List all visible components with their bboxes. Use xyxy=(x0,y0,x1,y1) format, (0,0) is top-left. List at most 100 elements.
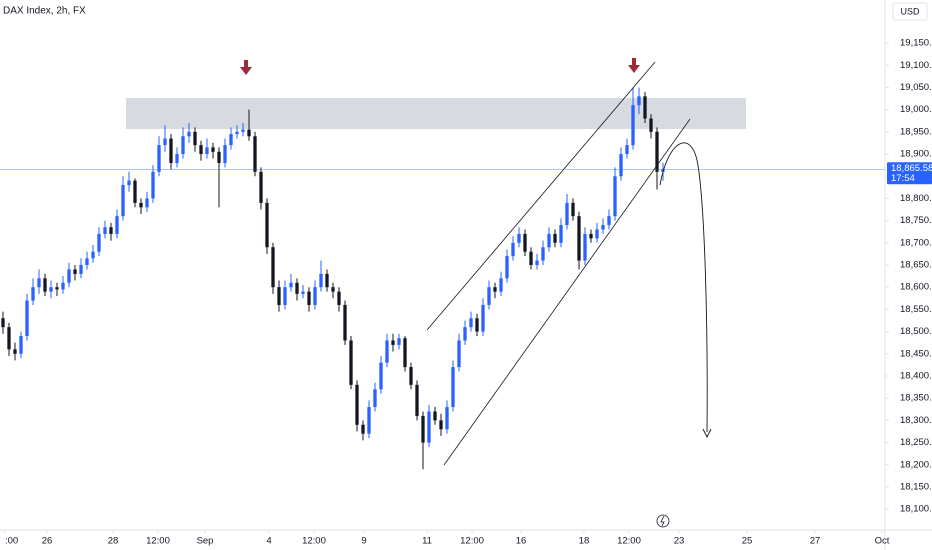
y-tick-label: 18,750.00 xyxy=(900,215,932,226)
candle-body xyxy=(37,278,41,288)
candle-body xyxy=(289,282,293,288)
currency-box[interactable] xyxy=(892,2,928,21)
candle-body xyxy=(283,287,287,305)
candle-body xyxy=(397,338,401,345)
candle-body xyxy=(91,251,95,259)
current-price-box xyxy=(887,162,932,185)
candle-body xyxy=(649,118,653,132)
x-tick-label: 27 xyxy=(810,536,821,547)
candle-body xyxy=(427,411,431,443)
candle-body xyxy=(577,216,581,261)
candle-body xyxy=(421,415,425,443)
candle-body xyxy=(61,282,65,290)
candle-body xyxy=(217,151,221,163)
candle-body xyxy=(25,300,29,337)
countdown: 17:54 xyxy=(891,173,915,184)
candle-body xyxy=(553,233,557,243)
candle-body xyxy=(409,367,413,385)
candle-body xyxy=(67,269,71,283)
candle-body xyxy=(595,229,599,239)
candle-body xyxy=(301,291,305,294)
candle-body xyxy=(145,198,149,208)
candle-body xyxy=(235,131,239,135)
candle-body xyxy=(583,233,587,261)
candle-body xyxy=(79,265,83,274)
candle-body xyxy=(349,340,353,385)
down-arrow xyxy=(240,60,252,75)
candle-body xyxy=(319,273,323,288)
candle-body xyxy=(193,131,197,146)
candle-body xyxy=(625,145,629,155)
candle-body xyxy=(643,96,647,119)
candle-body xyxy=(307,291,311,305)
candle-body xyxy=(403,338,407,368)
candle-body xyxy=(631,105,635,146)
currency: USD xyxy=(900,6,920,16)
candle-body xyxy=(31,287,35,301)
candle-body xyxy=(391,340,395,345)
candle-body xyxy=(115,216,119,234)
down-arrow xyxy=(628,58,640,73)
candle-body xyxy=(157,145,161,172)
candle-body xyxy=(49,287,53,292)
x-tick-label: 12:00 xyxy=(302,536,326,547)
candle-body xyxy=(199,145,203,155)
candle-body xyxy=(529,251,533,265)
projection-arrowhead xyxy=(702,428,712,439)
x-tick-label: 18 xyxy=(579,536,590,547)
x-tick-label: 9 xyxy=(361,536,366,547)
event-icon[interactable] xyxy=(656,514,670,528)
candle-body xyxy=(571,202,575,217)
candle-body xyxy=(259,171,263,203)
candle-body xyxy=(175,154,179,163)
candle-body xyxy=(277,287,281,305)
candle-body xyxy=(343,304,347,341)
candles xyxy=(1,87,665,470)
candle-body xyxy=(433,411,437,421)
event-icon-bolt xyxy=(660,515,665,527)
candle-body xyxy=(205,147,209,155)
x-tick-label: 23 xyxy=(674,536,685,547)
candle-body xyxy=(379,362,383,390)
y-tick-label: 19,100.00 xyxy=(900,60,932,71)
candle-body xyxy=(535,260,539,265)
candle-body xyxy=(43,278,47,292)
candle-body xyxy=(151,171,155,199)
candle-body xyxy=(613,176,617,217)
arrow-markers xyxy=(240,58,640,75)
candle-body xyxy=(163,138,167,146)
candle-body xyxy=(19,336,23,354)
candle-body xyxy=(361,424,365,434)
y-tick-label: 19,050.00 xyxy=(900,82,932,93)
candle-body xyxy=(247,129,251,137)
candle-body xyxy=(181,136,185,155)
y-tick-label: 18,450.00 xyxy=(900,348,932,359)
candle-body xyxy=(547,233,551,248)
candle-body xyxy=(607,216,611,226)
y-tick-label: 18,950.00 xyxy=(900,126,932,137)
y-tick-label: 18,800.00 xyxy=(900,193,932,204)
candle-body xyxy=(241,129,245,132)
candle-body xyxy=(169,138,173,163)
candle-body xyxy=(475,318,479,332)
candle-body xyxy=(523,233,527,252)
candle-body xyxy=(73,269,77,274)
y-tick-label: 19,000.00 xyxy=(900,104,932,115)
y-tick-label: 18,600.00 xyxy=(900,282,932,293)
candle-body xyxy=(589,233,593,239)
candle-body xyxy=(439,420,443,430)
candle-body xyxy=(103,227,107,234)
candle-body xyxy=(7,327,11,350)
y-tick-label: 18,400.00 xyxy=(900,370,932,381)
candle-body xyxy=(271,247,275,288)
x-tick-label: :00 xyxy=(5,536,18,547)
y-tick-label: 19,150.00 xyxy=(900,38,932,49)
candle-body xyxy=(223,145,227,163)
candle-body xyxy=(295,282,299,294)
y-tick-label: 18,250.00 xyxy=(900,437,932,448)
candle-body xyxy=(367,407,371,434)
candle-body xyxy=(337,291,341,305)
y-tick-label: 18,700.00 xyxy=(900,237,932,248)
candle-body xyxy=(541,247,545,261)
